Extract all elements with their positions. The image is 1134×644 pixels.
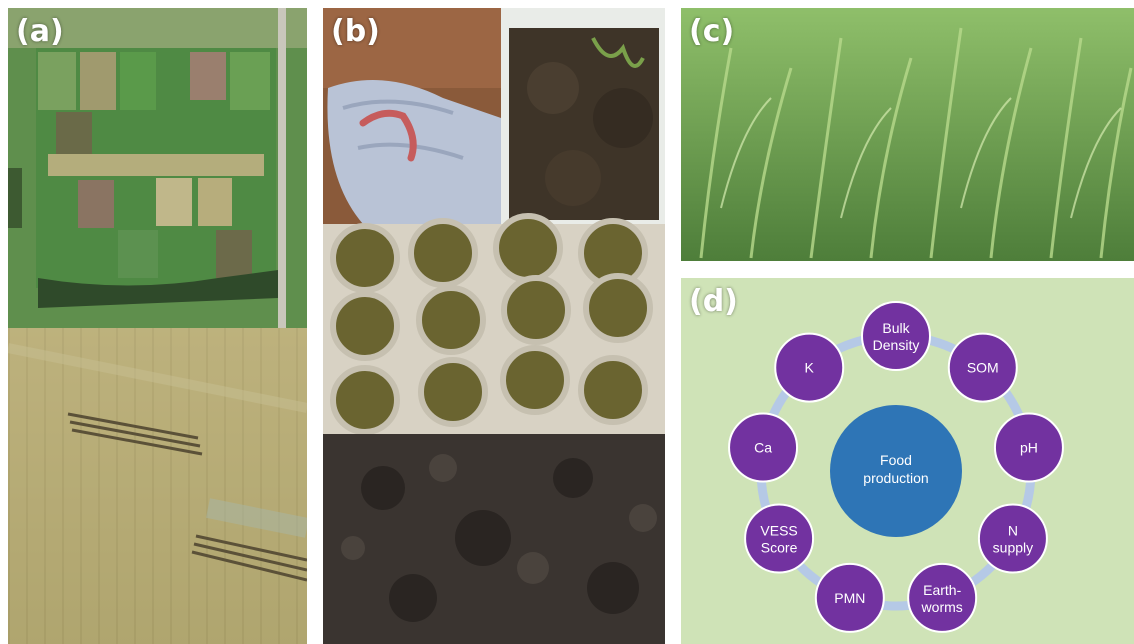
indicator-node-earth-worms: Earth-worms bbox=[907, 562, 978, 633]
indicator-label: PMN bbox=[834, 590, 865, 606]
indicator-label: supply bbox=[993, 540, 1033, 556]
panel-a-aerial-photo: (a) bbox=[8, 8, 307, 644]
indicator-circle bbox=[774, 332, 845, 403]
indicator-label: Earth- bbox=[923, 582, 961, 598]
indicator-circle bbox=[728, 412, 799, 483]
barley-crop-image bbox=[681, 8, 1134, 261]
indicator-node-pmn: PMN bbox=[814, 562, 885, 633]
panel-c-crop-photo: (c) bbox=[681, 8, 1134, 261]
center-label-line2: production bbox=[863, 470, 928, 486]
indicator-label: SOM bbox=[967, 360, 999, 376]
indicator-circle bbox=[861, 301, 931, 371]
indicator-node-k: K bbox=[774, 332, 845, 403]
indicator-label: worms bbox=[921, 599, 963, 615]
center-node-food-production: Food production bbox=[830, 405, 962, 537]
indicator-label: Density bbox=[873, 337, 920, 353]
indicator-label: K bbox=[805, 360, 815, 376]
indicator-circle bbox=[907, 562, 978, 633]
indicator-node-som: SOM bbox=[947, 332, 1018, 403]
indicator-node-ca: Ca bbox=[728, 412, 799, 483]
soil-sampling-images bbox=[323, 8, 665, 644]
indicator-circle bbox=[993, 412, 1064, 483]
indicator-circle bbox=[977, 503, 1048, 574]
panel-c-label: (c) bbox=[689, 14, 735, 49]
indicator-label: Ca bbox=[754, 440, 772, 456]
panel-a-label: (a) bbox=[16, 14, 64, 49]
indicator-circle bbox=[814, 562, 885, 633]
aerial-field-trials-image bbox=[8, 8, 307, 644]
panel-d-label: (d) bbox=[689, 284, 738, 319]
center-label-line1: Food bbox=[880, 452, 912, 468]
indicator-node-ph: pH bbox=[993, 412, 1064, 483]
indicator-circle bbox=[947, 332, 1018, 403]
panel-b-soil-photos: (b) bbox=[323, 8, 665, 644]
indicator-label: Bulk bbox=[882, 320, 910, 336]
indicator-label: Score bbox=[761, 540, 798, 556]
indicator-label: N bbox=[1008, 523, 1018, 539]
soil-indicators-diagram: Food production BulkDensitySOMpHNsupplyE… bbox=[681, 278, 1134, 644]
indicator-label: pH bbox=[1020, 440, 1038, 456]
indicator-label: VESS bbox=[760, 523, 797, 539]
panel-b-label: (b) bbox=[331, 14, 380, 49]
indicator-circle bbox=[744, 503, 815, 574]
